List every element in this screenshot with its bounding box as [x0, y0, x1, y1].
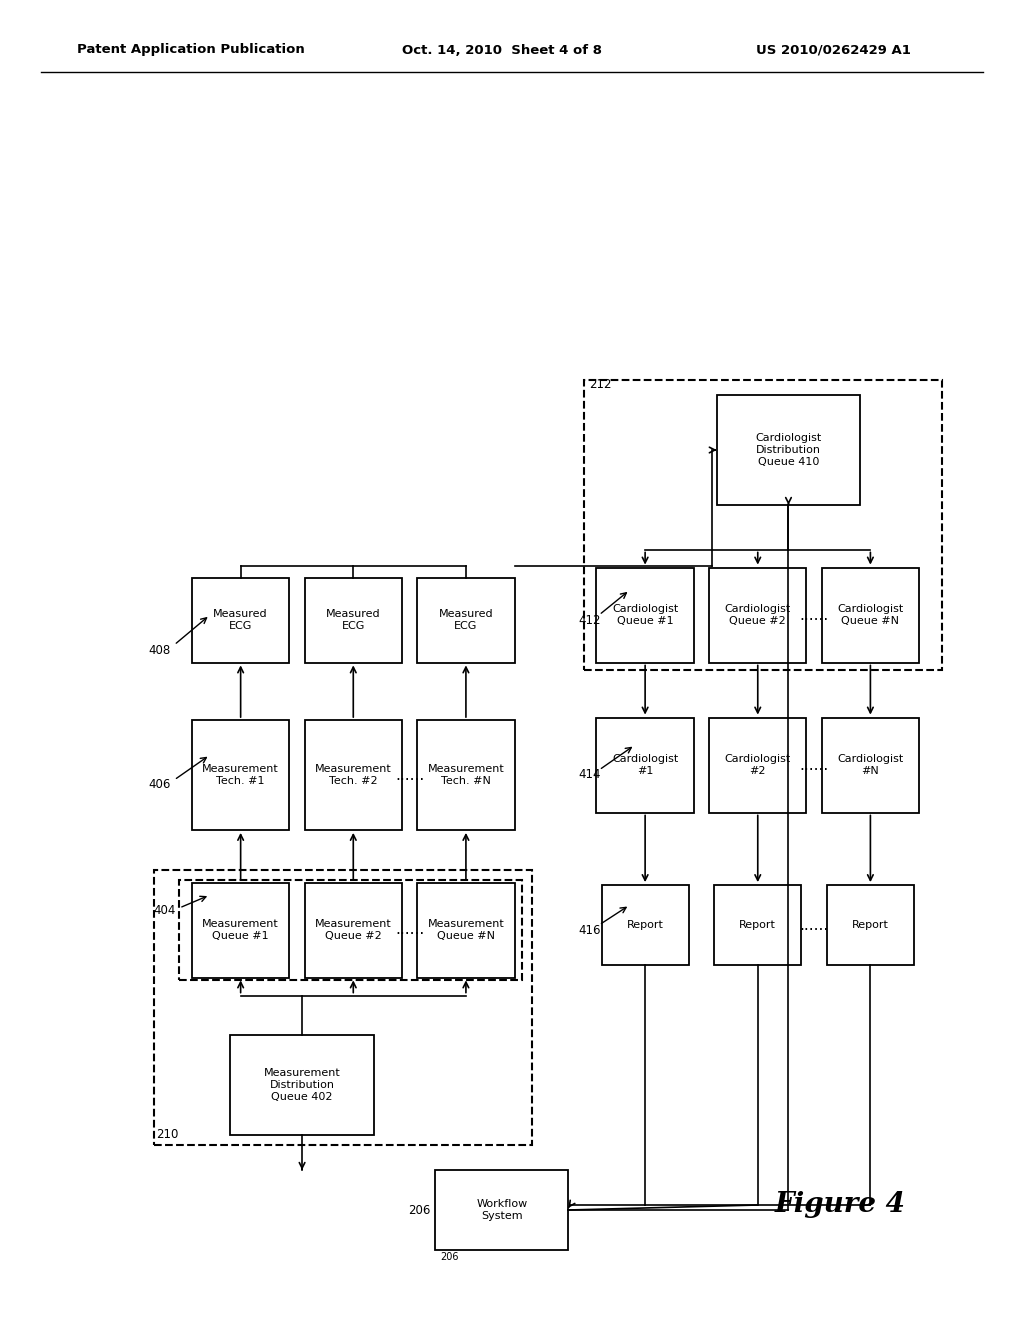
Text: Cardiologist
#1: Cardiologist #1 — [612, 754, 678, 776]
Bar — [827, 884, 913, 965]
Text: Oct. 14, 2010  Sheet 4 of 8: Oct. 14, 2010 Sheet 4 of 8 — [401, 44, 602, 57]
Text: 212: 212 — [589, 379, 611, 392]
Text: Measurement
Tech. #2: Measurement Tech. #2 — [315, 764, 391, 785]
Bar — [193, 719, 289, 830]
Text: Figure 4: Figure 4 — [774, 1192, 905, 1218]
Bar — [602, 884, 688, 965]
Text: Cardiologist
Queue #1: Cardiologist Queue #1 — [612, 605, 678, 626]
Bar — [418, 883, 515, 978]
Text: Cardiologist
#N: Cardiologist #N — [838, 754, 903, 776]
Text: Measurement
Queue #2: Measurement Queue #2 — [315, 919, 391, 941]
Text: 206: 206 — [408, 1204, 430, 1217]
Text: Cardiologist
#2: Cardiologist #2 — [725, 754, 791, 776]
Bar — [821, 568, 920, 663]
Text: Patent Application Publication: Patent Application Publication — [77, 44, 304, 57]
Bar — [418, 578, 515, 663]
Text: 412: 412 — [579, 614, 601, 627]
Text: Report: Report — [627, 920, 664, 931]
Text: Measured
ECG: Measured ECG — [438, 610, 494, 631]
Bar — [717, 395, 860, 506]
Bar — [305, 883, 401, 978]
Text: Measurement
Tech. #N: Measurement Tech. #N — [428, 764, 504, 785]
Text: Workflow
System: Workflow System — [476, 1199, 527, 1221]
Text: Cardiologist
Queue #2: Cardiologist Queue #2 — [725, 605, 791, 626]
Text: Measured
ECG: Measured ECG — [213, 610, 268, 631]
Bar — [193, 578, 289, 663]
Bar — [596, 568, 694, 663]
Text: 404: 404 — [154, 903, 176, 916]
Text: Measurement
Queue #1: Measurement Queue #1 — [203, 919, 279, 941]
Text: ......: ...... — [395, 767, 424, 783]
Text: 210: 210 — [156, 1129, 178, 1142]
Bar — [230, 1035, 374, 1135]
Bar — [305, 578, 401, 663]
Text: Report: Report — [852, 920, 889, 931]
Bar — [435, 1170, 568, 1250]
Text: 416: 416 — [579, 924, 601, 936]
Text: Report: Report — [739, 920, 776, 931]
Text: 406: 406 — [148, 779, 171, 792]
Bar — [709, 568, 807, 663]
Text: Cardiologist
Distribution
Queue 410: Cardiologist Distribution Queue 410 — [756, 433, 821, 466]
Bar — [305, 719, 401, 830]
Bar — [154, 870, 532, 1144]
Text: Measured
ECG: Measured ECG — [326, 610, 381, 631]
Text: 206: 206 — [440, 1251, 459, 1262]
Bar — [715, 884, 801, 965]
Text: ......: ...... — [395, 923, 424, 937]
Text: ......: ...... — [800, 607, 828, 623]
Bar — [418, 719, 515, 830]
Text: US 2010/0262429 A1: US 2010/0262429 A1 — [757, 44, 911, 57]
Text: Measurement
Tech. #1: Measurement Tech. #1 — [203, 764, 279, 785]
Text: 414: 414 — [579, 768, 601, 781]
Text: ......: ...... — [800, 758, 828, 772]
Text: Measurement
Distribution
Queue 402: Measurement Distribution Queue 402 — [264, 1068, 340, 1102]
Text: 408: 408 — [148, 644, 171, 656]
Text: ......: ...... — [800, 917, 828, 932]
Text: Measurement
Queue #N: Measurement Queue #N — [428, 919, 504, 941]
Bar — [596, 718, 694, 813]
Text: Cardiologist
Queue #N: Cardiologist Queue #N — [838, 605, 903, 626]
Bar — [193, 883, 289, 978]
Bar — [179, 880, 522, 979]
Bar — [709, 718, 807, 813]
Bar — [821, 718, 920, 813]
Bar — [584, 380, 942, 671]
